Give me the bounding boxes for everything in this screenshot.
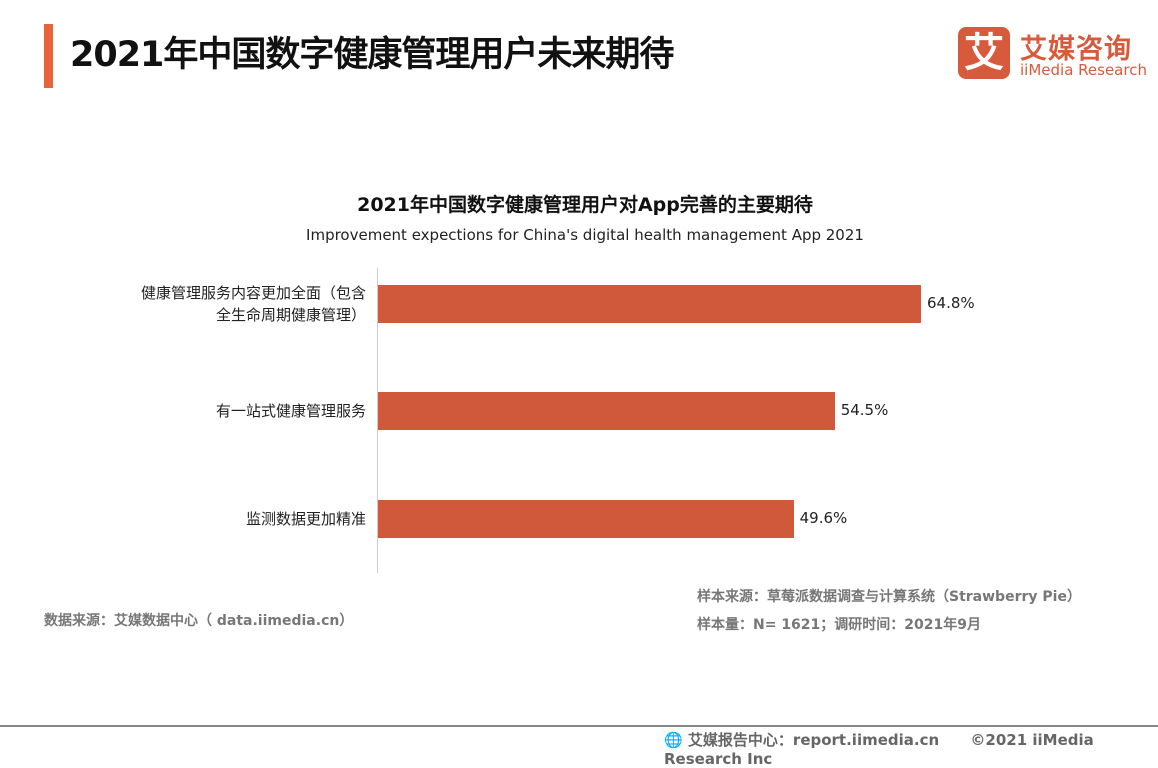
page-title: 2021年中国数字健康管理用户未来期待 xyxy=(70,35,674,75)
data-label: 64.8% xyxy=(927,294,975,312)
category-label: 监测数据更加精准 xyxy=(245,510,366,528)
bar xyxy=(378,500,794,538)
globe-cursor-icon: 🌐 xyxy=(664,731,683,749)
data-label: 49.6% xyxy=(799,509,848,527)
category-axis xyxy=(377,268,378,573)
logo-en: iiMedia Research xyxy=(1020,61,1147,79)
chart-subtitle: Improvement expections for China's digit… xyxy=(306,226,864,244)
title-accent-bar xyxy=(44,24,53,88)
logo-cn: 艾媒咨询 xyxy=(1020,34,1132,65)
sample-size: 样本量：N= 1621；调研时间：2021年9月 xyxy=(697,617,981,633)
footer-divider xyxy=(0,725,1158,727)
footer-report[interactable]: 艾媒报告中心：report.iimedia.cn xyxy=(687,731,940,749)
category-label: 有一站式健康管理服务 xyxy=(215,402,366,420)
chart-title: 2021年中国数字健康管理用户对App完善的主要期待 xyxy=(357,194,813,216)
bar xyxy=(378,392,835,430)
category-label: 健康管理服务内容更加全面（包含全生命周期健康管理） xyxy=(140,284,366,324)
data-label: 54.5% xyxy=(840,401,889,419)
bar xyxy=(378,285,921,323)
logo-mark: 艾 xyxy=(958,27,1010,79)
sample-source: 样本来源：草莓派数据调查与计算系统（Strawberry Pie） xyxy=(697,589,1081,605)
footer: 🌐 艾媒报告中心：report.iimedia.cn ©2021 iiMedia… xyxy=(664,729,1158,768)
data-source: 数据来源：艾媒数据中心（ data.iimedia.cn） xyxy=(44,613,354,629)
